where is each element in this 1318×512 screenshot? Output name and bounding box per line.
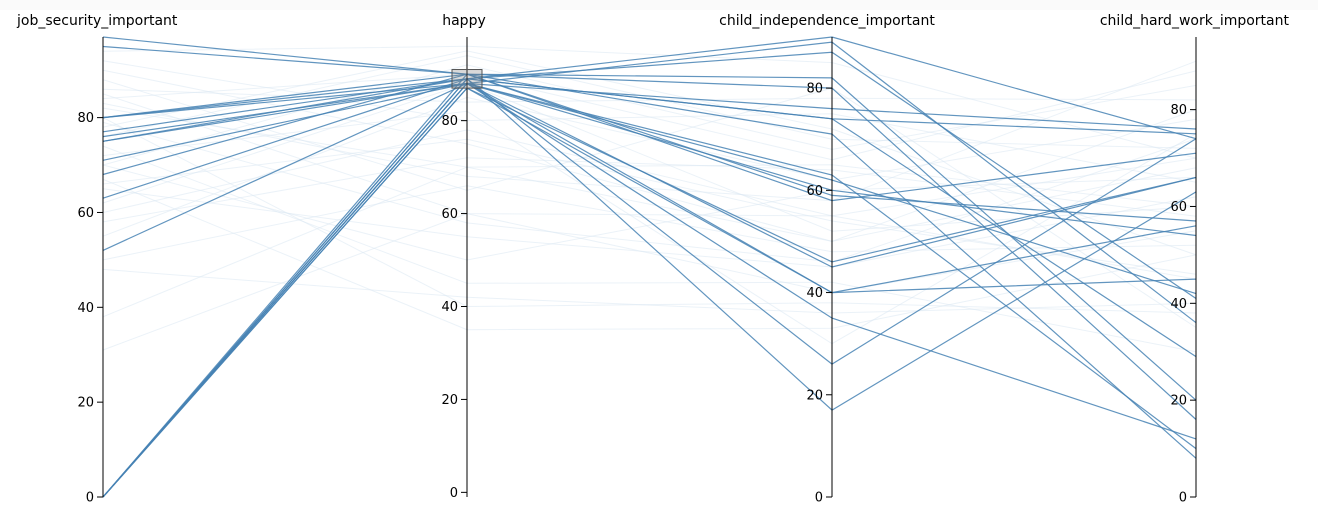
selected-line: [102, 73, 1197, 420]
selected-line: [102, 82, 1197, 450]
axis-title[interactable]: child_independence_important: [719, 13, 935, 29]
selected-line: [102, 36, 1197, 401]
tick-label: 40: [441, 300, 458, 315]
context-line: [102, 82, 1197, 232]
selected-line: [102, 78, 1197, 135]
tick-label: 80: [441, 114, 458, 129]
axis-child_independence_important[interactable]: child_independence_important 0 20 40 60 80: [719, 13, 935, 506]
context-line: [102, 166, 1197, 318]
selected-line: [102, 51, 1197, 299]
context-line: [102, 213, 1197, 351]
context-line: [102, 50, 1197, 256]
brush[interactable]: [451, 69, 483, 89]
axis-job_security_important[interactable]: job_security_important 0 20 40 60 80: [16, 13, 178, 506]
context-line: [102, 138, 1197, 275]
axes: job_security_important 0 20 40 60 80 happy 0 20 4…: [16, 13, 1290, 506]
selected-line: [102, 82, 1197, 498]
tick-label: 20: [77, 396, 94, 411]
brush-selection[interactable]: [451, 69, 483, 89]
tick-label: 80: [1170, 103, 1187, 118]
selected-line: [102, 77, 1197, 498]
tick-label: 0: [815, 491, 823, 506]
tick-label: 60: [441, 207, 458, 222]
context-line: [102, 107, 1197, 207]
tick-label: 40: [1170, 297, 1187, 312]
axis-happy[interactable]: happy 0 20 40 60 80: [441, 13, 485, 501]
axis-child_hard_work_important[interactable]: child_hard_work_important 0 20 40 60 80: [1100, 13, 1290, 506]
top-strip: [0, 0, 1318, 10]
axis-title[interactable]: child_hard_work_important: [1100, 13, 1290, 29]
context-line: [102, 185, 1197, 261]
tick-label: 20: [1170, 394, 1187, 409]
selected-line: [102, 41, 1197, 324]
axis-title[interactable]: job_security_important: [16, 13, 178, 29]
tick-label: 0: [1179, 491, 1187, 506]
context-line: [102, 145, 1197, 353]
selected-line: [102, 45, 1197, 459]
selected-line: [102, 82, 1197, 237]
tick-label: 80: [806, 82, 823, 97]
context-line: [102, 121, 1197, 263]
context-line: [102, 64, 1197, 166]
tick-label: 20: [806, 388, 823, 403]
context-line: [102, 70, 1197, 161]
context-line: [102, 45, 1197, 159]
selected-line: [102, 73, 1197, 222]
tick-label: 40: [77, 301, 94, 316]
context-line: [102, 178, 1197, 331]
selected-line: [102, 87, 1197, 498]
selected-line: [102, 82, 1197, 268]
tick-label: 60: [806, 184, 823, 199]
selected-line: [102, 82, 1197, 138]
context-lines: [102, 45, 1197, 353]
context-line: [102, 93, 1197, 217]
tick-label: 40: [806, 286, 823, 301]
context-line: [102, 164, 1197, 261]
context-line: [102, 157, 1197, 223]
selected-lines: [102, 36, 1197, 498]
tick-label: 20: [441, 393, 458, 408]
tick-label: 0: [86, 491, 94, 506]
tick-label: 0: [450, 486, 458, 501]
tick-label: 60: [1170, 200, 1187, 215]
tick-label: 80: [77, 111, 94, 126]
tick-label: 60: [77, 206, 94, 221]
axis-title[interactable]: happy: [442, 13, 486, 29]
